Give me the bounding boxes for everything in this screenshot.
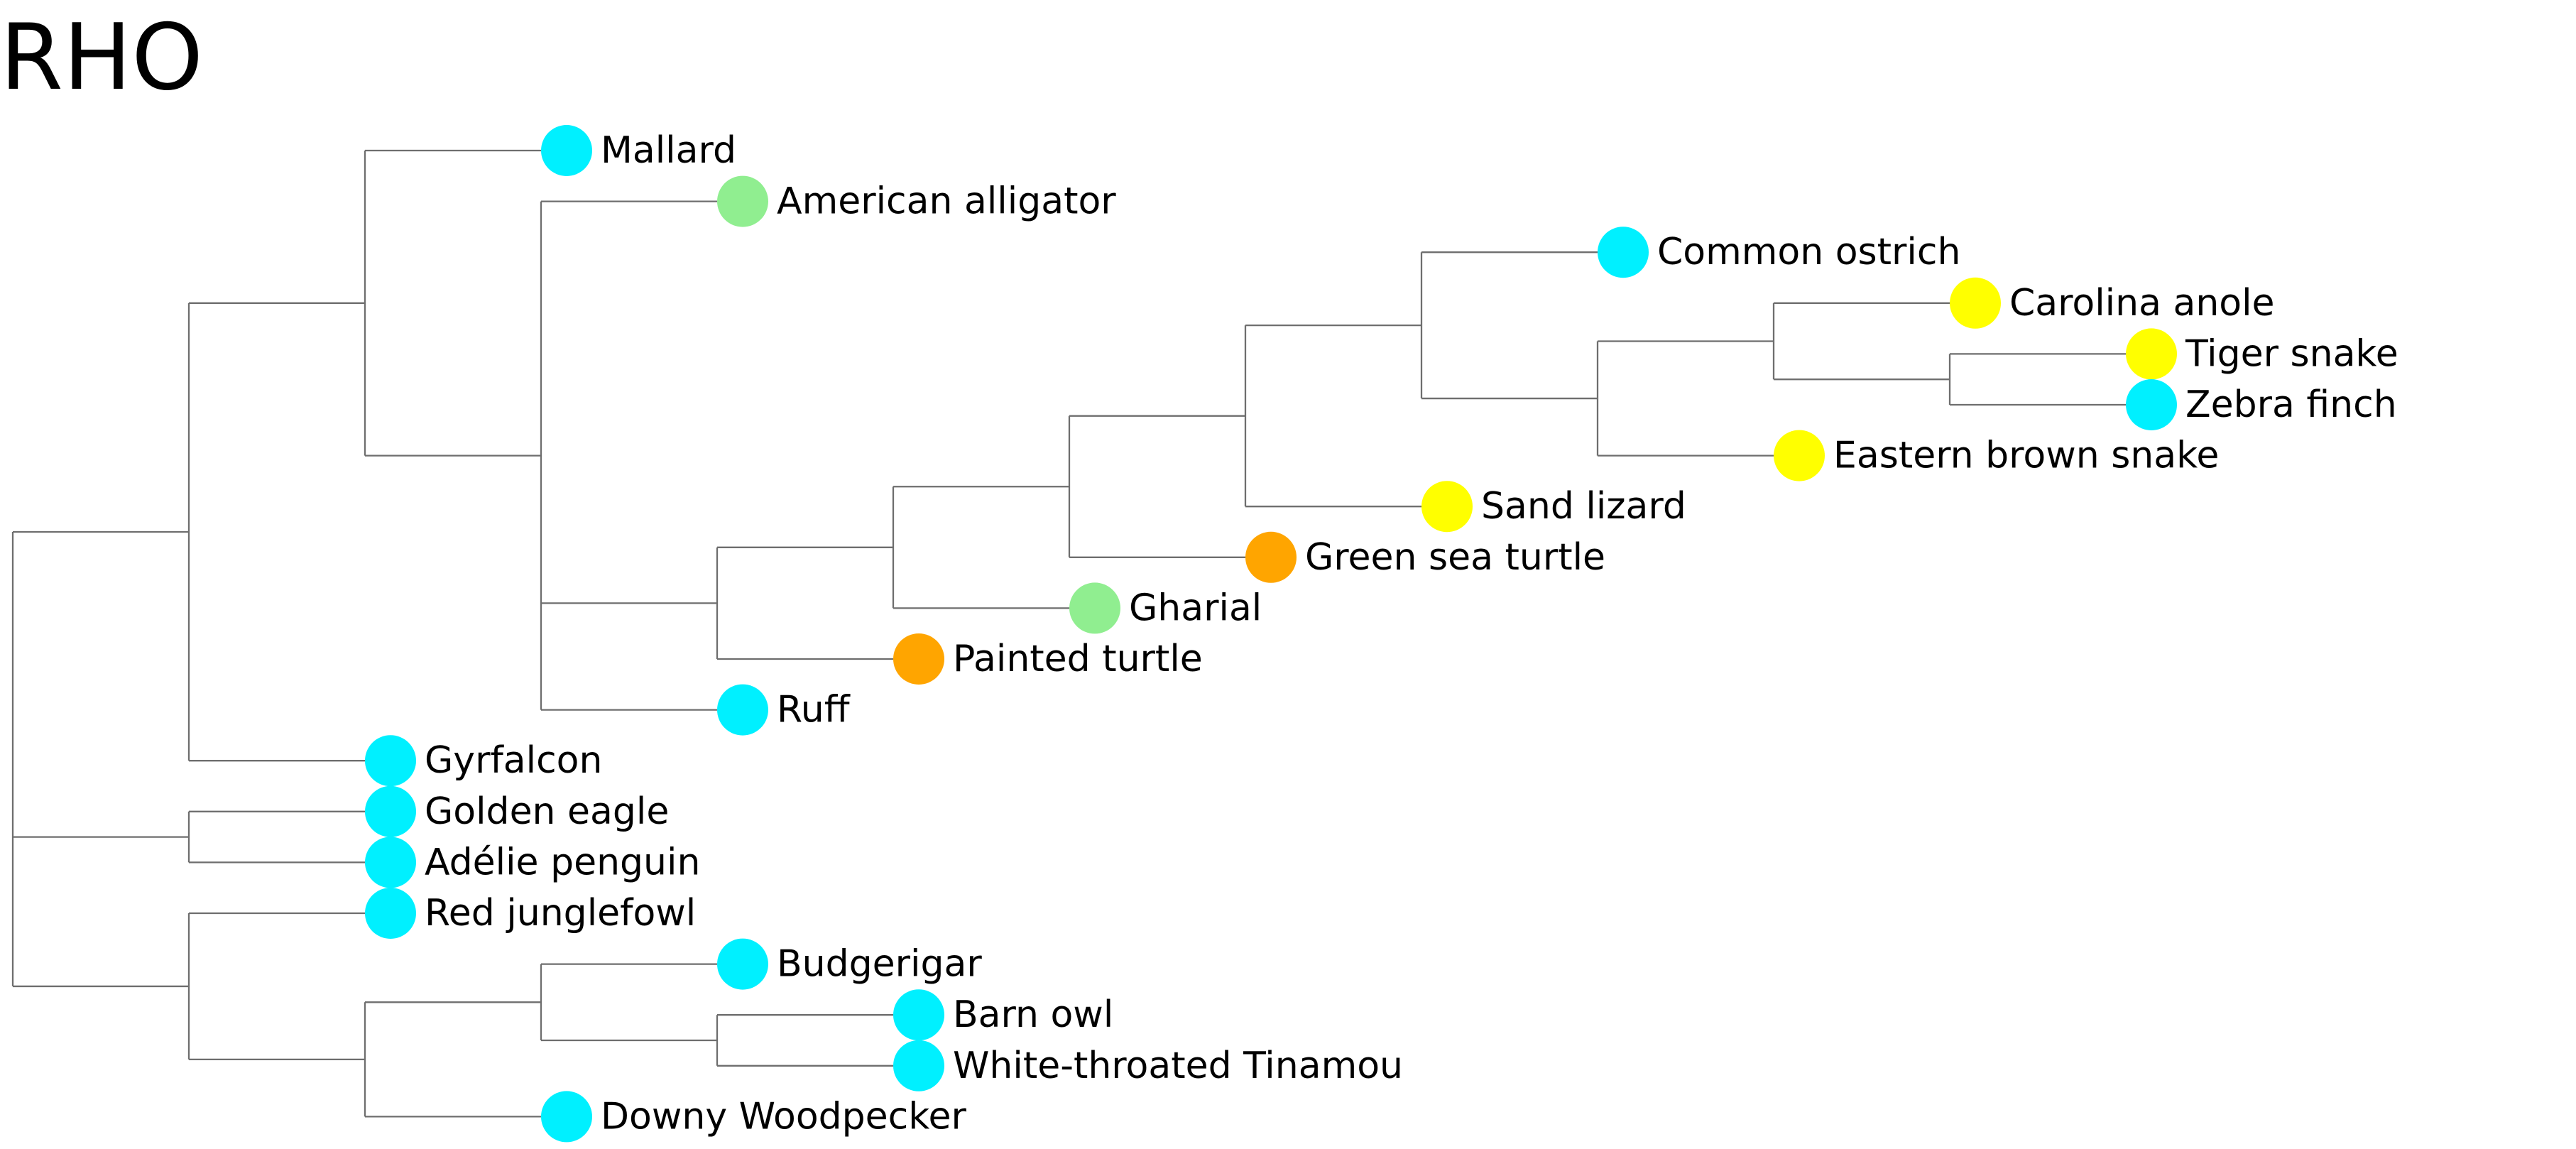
- leaf-label-sand-lizard: Sand lizard: [1481, 485, 1686, 528]
- leaf-marker-budgerigar: [717, 938, 768, 990]
- leaf-label-mallard: Mallard: [601, 129, 736, 172]
- leaf-marker-carolina-anole: [1950, 277, 2001, 329]
- leaf-marker-mallard: [541, 125, 592, 176]
- leaf-label-gharial: Gharial: [1129, 587, 1262, 629]
- tree-leaves: Mallard American alligator Common ostrich C…: [365, 125, 2398, 1143]
- leaf-label-adelie-penguin: Adélie penguin: [425, 841, 700, 883]
- leaf-label-zebra-finch: Zebra finch: [2185, 383, 2397, 426]
- leaf-label-green-sea-turtle: Green sea turtle: [1305, 536, 1605, 579]
- leaf-label-painted-turtle: Painted turtle: [953, 638, 1203, 680]
- leaf-marker-ruff: [717, 684, 768, 736]
- leaf-marker-tiger-snake: [2126, 328, 2177, 380]
- leaf-label-american-alligator: American alligator: [777, 180, 1116, 223]
- leaf-marker-zebra-finch: [2126, 379, 2177, 430]
- leaf-marker-painted-turtle: [893, 633, 944, 685]
- leaf-label-red-junglefowl: Red junglefowl: [425, 892, 696, 935]
- leaf-label-downy-woodpecker: Downy Woodpecker: [601, 1095, 966, 1138]
- leaf-label-gyrfalcon: Gyrfalcon: [425, 739, 602, 782]
- leaf-marker-gyrfalcon: [365, 735, 416, 787]
- leaf-label-eastern-brown-snake: Eastern brown snake: [1833, 435, 2219, 477]
- leaf-label-budgerigar: Budgerigar: [777, 943, 982, 986]
- leaf-marker-adelie-penguin: [365, 837, 416, 888]
- leaf-marker-common-ostrich: [1598, 227, 1649, 278]
- leaf-label-ruff: Ruff: [777, 689, 851, 731]
- leaf-label-barn-owl: Barn owl: [953, 993, 1113, 1036]
- leaf-label-common-ostrich: Common ostrich: [1657, 231, 1960, 273]
- leaf-marker-red-junglefowl: [365, 888, 416, 939]
- leaf-label-golden-eagle: Golden eagle: [425, 790, 669, 833]
- leaf-label-white-throated-tinamou: White-throated Tinamou: [953, 1045, 1403, 1087]
- leaf-marker-gharial: [1069, 582, 1120, 634]
- leaf-marker-sand-lizard: [1421, 481, 1473, 533]
- leaf-marker-eastern-brown-snake: [1774, 430, 1825, 481]
- leaf-marker-white-throated-tinamou: [893, 1040, 944, 1091]
- leaf-label-tiger-snake: Tiger snake: [2185, 332, 2398, 375]
- tree-branches: [11, 149, 2126, 1118]
- leaf-marker-downy-woodpecker: [541, 1091, 592, 1143]
- leaf-marker-american-alligator: [717, 175, 768, 227]
- tree-title: RHO: [0, 5, 203, 111]
- leaf-marker-golden-eagle: [365, 785, 416, 837]
- leaf-marker-barn-owl: [893, 989, 944, 1041]
- leaf-marker-green-sea-turtle: [1245, 531, 1297, 583]
- leaf-label-carolina-anole: Carolina anole: [2009, 282, 2275, 325]
